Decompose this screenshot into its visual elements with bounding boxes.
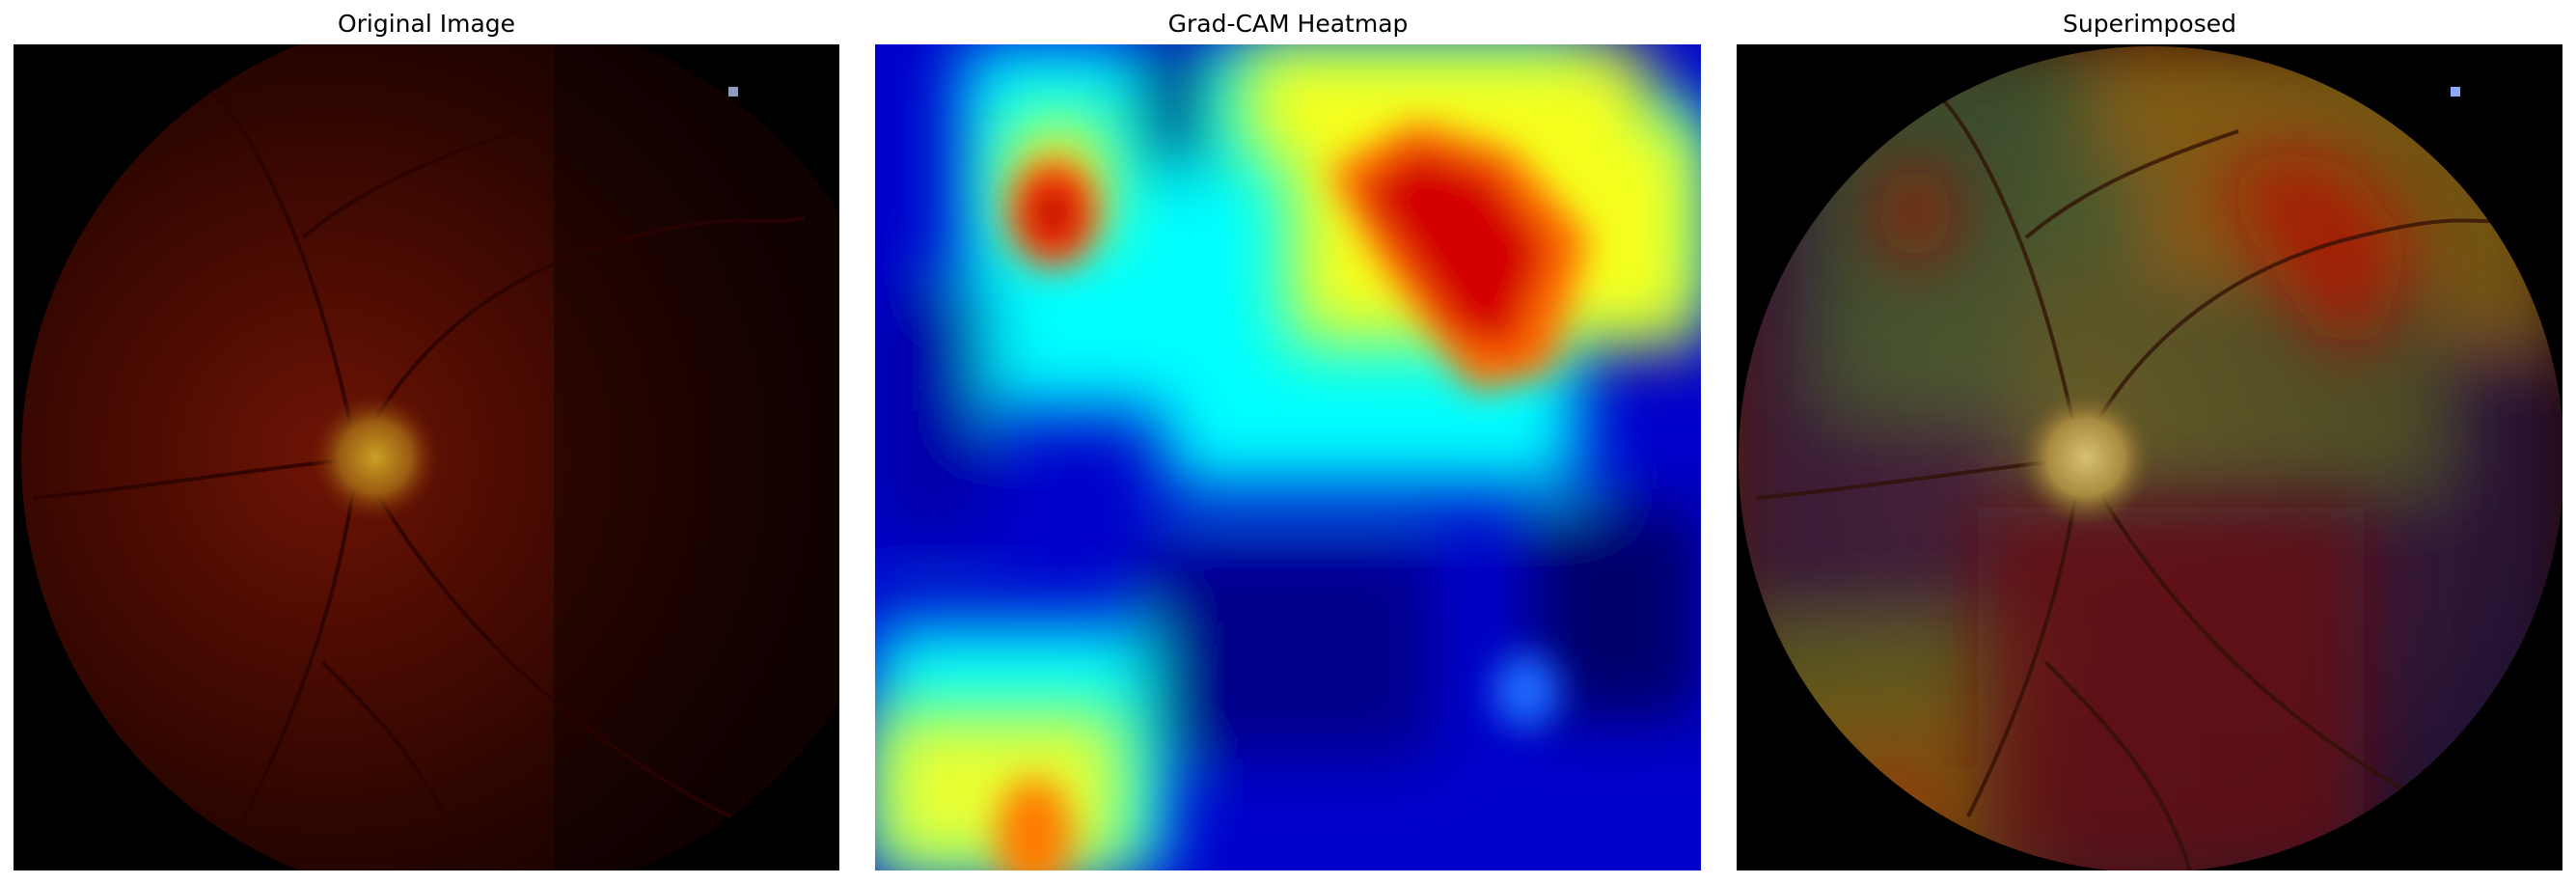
- gradcam-heatmap-image: [875, 44, 1701, 870]
- superimposed-title: Superimposed: [2063, 10, 2236, 38]
- gradcam-heatmap-panel: Grad-CAM Heatmap: [875, 0, 1701, 884]
- superimposed-image: [1737, 44, 2562, 870]
- gradcam-heatmap-title: Grad-CAM Heatmap: [1167, 10, 1409, 38]
- superimposed-panel: Superimposed: [1737, 0, 2562, 884]
- original-image-title: Original Image: [337, 10, 516, 38]
- original-fundus-image: [14, 44, 839, 870]
- original-image-panel: Original Image: [14, 0, 839, 884]
